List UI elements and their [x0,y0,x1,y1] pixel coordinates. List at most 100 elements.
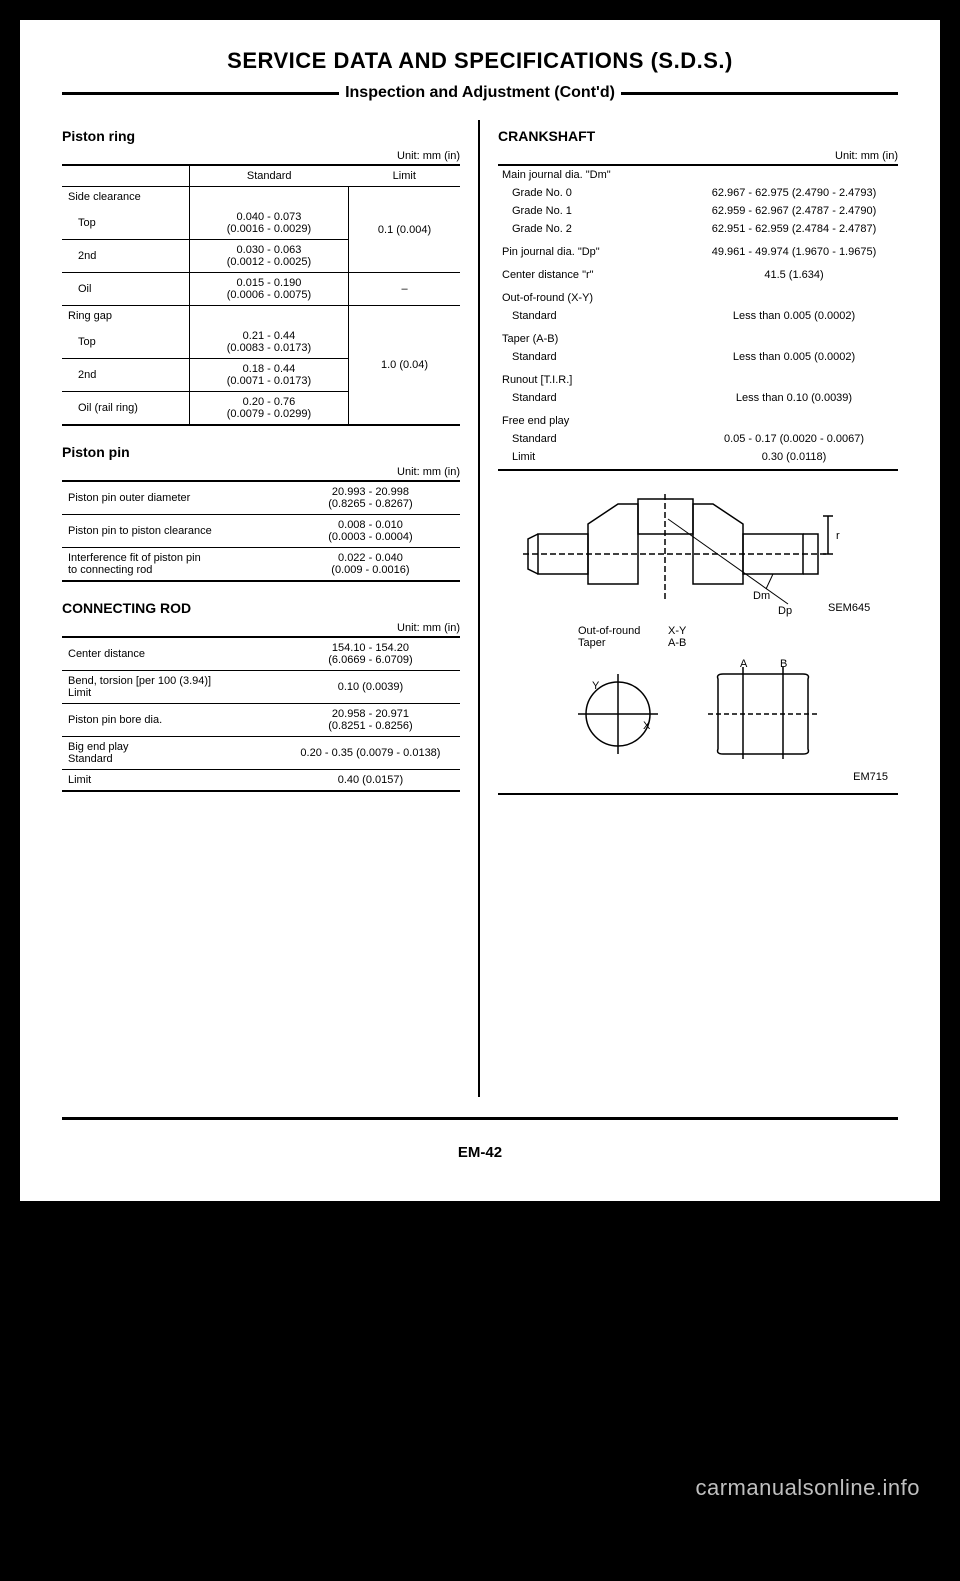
crank-val: Less than 0.005 (0.0002) [690,307,898,325]
ring-row-lim: – [349,273,460,306]
connecting-rod-heading: CONNECTING ROD [62,600,460,616]
subtitle: Inspection and Adjustment (Cont'd) [339,84,621,102]
col-limit: Limit [349,165,460,187]
crank-key: Standard [498,430,690,448]
subtitle-row: Inspection and Adjustment (Cont'd) [62,84,898,102]
kv-key: Interference fit of piston pin to connec… [62,548,281,582]
kv-val: 20.993 - 20.998 (0.8265 - 0.8267) [281,481,460,515]
kv-val: 0.008 - 0.010 (0.0003 - 0.0004) [281,515,460,548]
crank-key: Standard [498,389,690,407]
ring-row-std: 0.015 - 0.190 (0.0006 - 0.0075) [189,273,348,306]
crank-val: 62.951 - 62.959 (2.4784 - 2.4787) [690,220,898,238]
crank-key: Out-of-round (X-Y) [498,284,690,307]
crank-val: 62.959 - 62.967 (2.4787 - 2.4790) [690,202,898,220]
left-column: Piston ring Unit: mm (in) Standard Limit… [62,120,480,1097]
crank-val [690,165,898,184]
right-column: CRANKSHAFT Unit: mm (in) Main journal di… [480,120,898,1097]
unit-label: Unit: mm (in) [62,150,460,162]
ring-row-label: Oil (rail ring) [62,392,189,426]
limit-1: 0.1 (0.004) [349,187,460,273]
ring-row-std: 0.030 - 0.063 (0.0012 - 0.0025) [189,240,348,273]
cross-section-diagram: Y X A B [548,659,848,769]
legend-taper-label: Taper [578,637,668,649]
crank-val: 62.967 - 62.975 (2.4790 - 2.4793) [690,184,898,202]
col-standard: Standard [189,165,348,187]
dp-label: Dp [778,605,792,617]
kv-key: Piston pin to piston clearance [62,515,281,548]
crank-key: Runout [T.I.R.] [498,366,690,389]
ring-row-label: Oil [62,273,189,306]
piston-pin-table: Piston pin outer diameter20.993 - 20.998… [62,480,460,582]
crank-val [690,366,898,389]
unit-label: Unit: mm (in) [498,150,898,162]
ring-gap-label: Ring gap [62,306,189,327]
kv-key: Center distance [62,637,281,671]
crank-key: Standard [498,348,690,366]
crankshaft-heading: CRANKSHAFT [498,128,898,144]
dm-label: Dm [753,590,770,602]
r-label: r [836,530,840,542]
columns: Piston ring Unit: mm (in) Standard Limit… [62,120,898,1120]
side-clearance-label: Side clearance [62,187,189,208]
piston-ring-heading: Piston ring [62,128,460,144]
ring-row-std: 0.040 - 0.073 (0.0016 - 0.0029) [189,207,348,240]
crank-key: Taper (A-B) [498,325,690,348]
crankshaft-diagram: Dm Dp r SEM645 [518,489,878,619]
diagram-code-1: SEM645 [828,602,870,614]
kv-val: 0.10 (0.0039) [281,671,460,704]
x-label: X [643,720,651,732]
crankshaft-table: Main journal dia. "Dm"Grade No. 062.967 … [498,164,898,471]
crank-key: Grade No. 2 [498,220,690,238]
page-number: EM-42 [62,1144,898,1161]
kv-key: Piston pin outer diameter [62,481,281,515]
crank-key: Center distance "r" [498,261,690,284]
kv-key: Limit [62,770,281,792]
crank-val: 49.961 - 49.974 (1.9670 - 1.9675) [690,238,898,261]
ring-row-std: 0.21 - 0.44 (0.0083 - 0.0173) [189,326,348,359]
crank-key: Pin journal dia. "Dp" [498,238,690,261]
kv-val: 0.20 - 0.35 (0.0079 - 0.0138) [281,737,460,770]
black-footer: carmanualsonline.info [0,1201,960,1561]
crank-key: Standard [498,307,690,325]
piston-pin-heading: Piston pin [62,444,460,460]
ring-row-std: 0.20 - 0.76 (0.0079 - 0.0299) [189,392,348,426]
diagram-legend: Out-of-roundX-Y TaperA-B [578,625,898,649]
crank-val: 0.30 (0.0118) [690,448,898,470]
ring-row-label: Top [62,207,189,240]
diagram-box: Dm Dp r SEM645 Out-of-roundX-Y TaperA-B [498,489,898,795]
crank-val: Less than 0.10 (0.0039) [690,389,898,407]
crank-key: Free end play [498,407,690,430]
rule-left [62,92,339,95]
piston-ring-table: Standard Limit Side clearance 0.1 (0.004… [62,164,460,426]
crank-val [690,407,898,430]
crank-val: 41.5 (1.634) [690,261,898,284]
ring-row-std: 0.18 - 0.44 (0.0071 - 0.0173) [189,359,348,392]
crank-key: Limit [498,448,690,470]
crank-val [690,325,898,348]
y-label: Y [592,680,600,692]
crank-key: Main journal dia. "Dm" [498,165,690,184]
crank-val [690,284,898,307]
crank-val: 0.05 - 0.17 (0.0020 - 0.0067) [690,430,898,448]
unit-label: Unit: mm (in) [62,622,460,634]
page: SERVICE DATA AND SPECIFICATIONS (S.D.S.)… [20,20,940,1201]
limit-2: 1.0 (0.04) [349,306,460,426]
connecting-rod-table: Center distance154.10 - 154.20 (6.0669 -… [62,636,460,792]
kv-val: 0.40 (0.0157) [281,770,460,792]
crank-key: Grade No. 1 [498,202,690,220]
diagram-code-2: EM715 [498,771,898,783]
ring-row-label: 2nd [62,240,189,273]
kv-key: Piston pin bore dia. [62,704,281,737]
page-title: SERVICE DATA AND SPECIFICATIONS (S.D.S.) [62,48,898,74]
kv-val: 20.958 - 20.971 (0.8251 - 0.8256) [281,704,460,737]
a-label: A [740,659,748,670]
kv-key: Big end play Standard [62,737,281,770]
rule-right [621,92,898,95]
watermark: carmanualsonline.info [695,1475,920,1501]
unit-label: Unit: mm (in) [62,466,460,478]
ring-row-label: Top [62,326,189,359]
crank-key: Grade No. 0 [498,184,690,202]
legend-oor-val: X-Y [668,625,686,637]
ring-row-label: 2nd [62,359,189,392]
legend-oor-label: Out-of-round [578,625,668,637]
